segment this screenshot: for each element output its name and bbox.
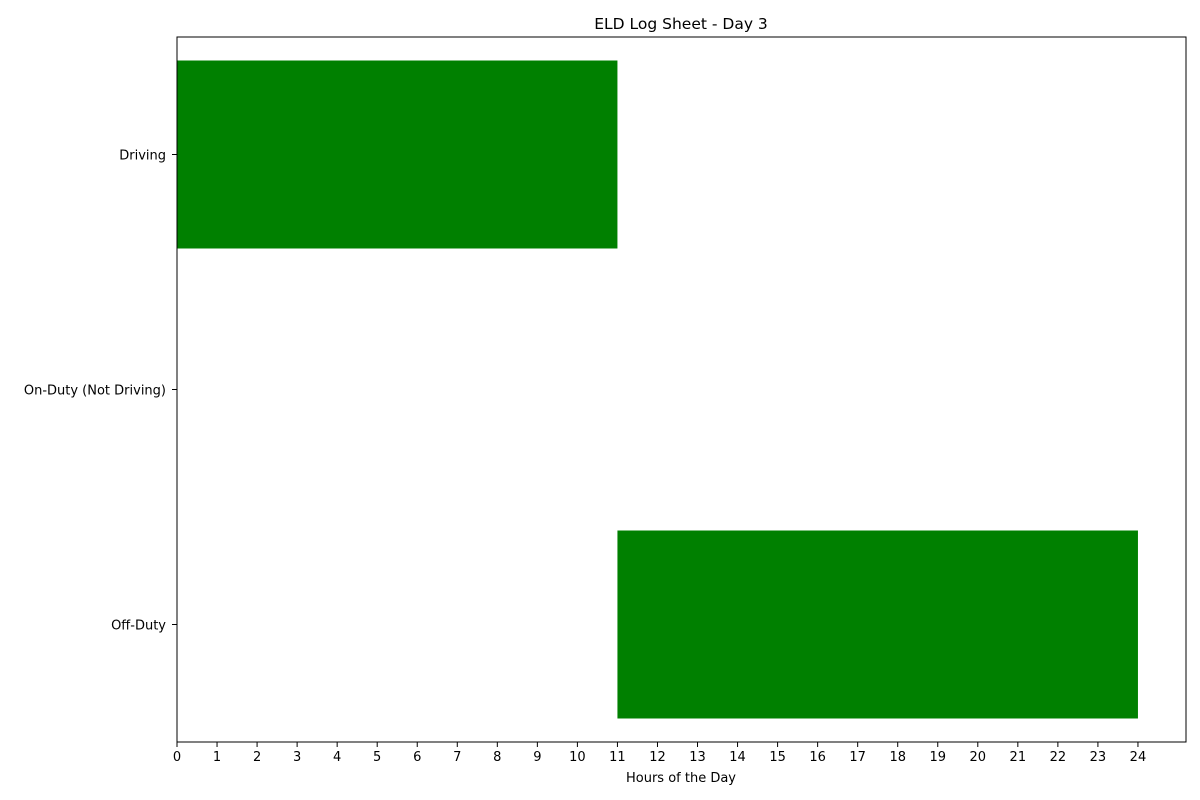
x-tick-label: 20 <box>970 750 987 765</box>
x-tick-label: 7 <box>453 750 461 765</box>
x-tick-label: 19 <box>929 750 946 765</box>
x-tick-label: 3 <box>293 750 301 765</box>
x-tick-label: 15 <box>769 750 786 765</box>
x-tick-label: 12 <box>649 750 666 765</box>
x-tick-label: 10 <box>569 750 586 765</box>
x-tick-label: 6 <box>413 750 421 765</box>
x-axis: 0 1 2 3 4 5 6 7 8 9 10 11 12 13 14 15 16 17 18 19 20 21 22 23 24 <box>173 742 1146 765</box>
x-tick-label: 11 <box>609 750 626 765</box>
x-tick-label: 16 <box>809 750 826 765</box>
x-tick-label: 17 <box>849 750 866 765</box>
y-tick-label: On-Duty (Not Driving) <box>24 384 166 399</box>
y-tick-label: Driving <box>119 149 166 164</box>
chart-title: ELD Log Sheet - Day 3 <box>594 15 768 33</box>
x-tick-label: 0 <box>173 750 181 765</box>
x-axis-label: Hours of the Day <box>626 771 736 786</box>
x-tick-label: 18 <box>889 750 906 765</box>
y-axis: Driving On-Duty (Not Driving) Off-Duty <box>24 149 177 634</box>
x-tick-label: 8 <box>493 750 501 765</box>
x-tick-label: 4 <box>333 750 341 765</box>
x-tick-label: 14 <box>729 750 746 765</box>
x-tick-label: 13 <box>689 750 706 765</box>
bars-layer <box>177 60 1138 719</box>
x-tick-label: 24 <box>1130 750 1147 765</box>
y-tick-label: Off-Duty <box>111 619 166 634</box>
x-tick-label: 23 <box>1090 750 1107 765</box>
x-tick-label: 21 <box>1010 750 1027 765</box>
bar-driving <box>177 60 618 249</box>
x-tick-label: 5 <box>373 750 381 765</box>
x-tick-label: 1 <box>213 750 221 765</box>
x-tick-label: 22 <box>1050 750 1067 765</box>
x-tick-label: 9 <box>533 750 541 765</box>
x-tick-label: 2 <box>253 750 261 765</box>
bar-off-duty <box>617 530 1138 719</box>
